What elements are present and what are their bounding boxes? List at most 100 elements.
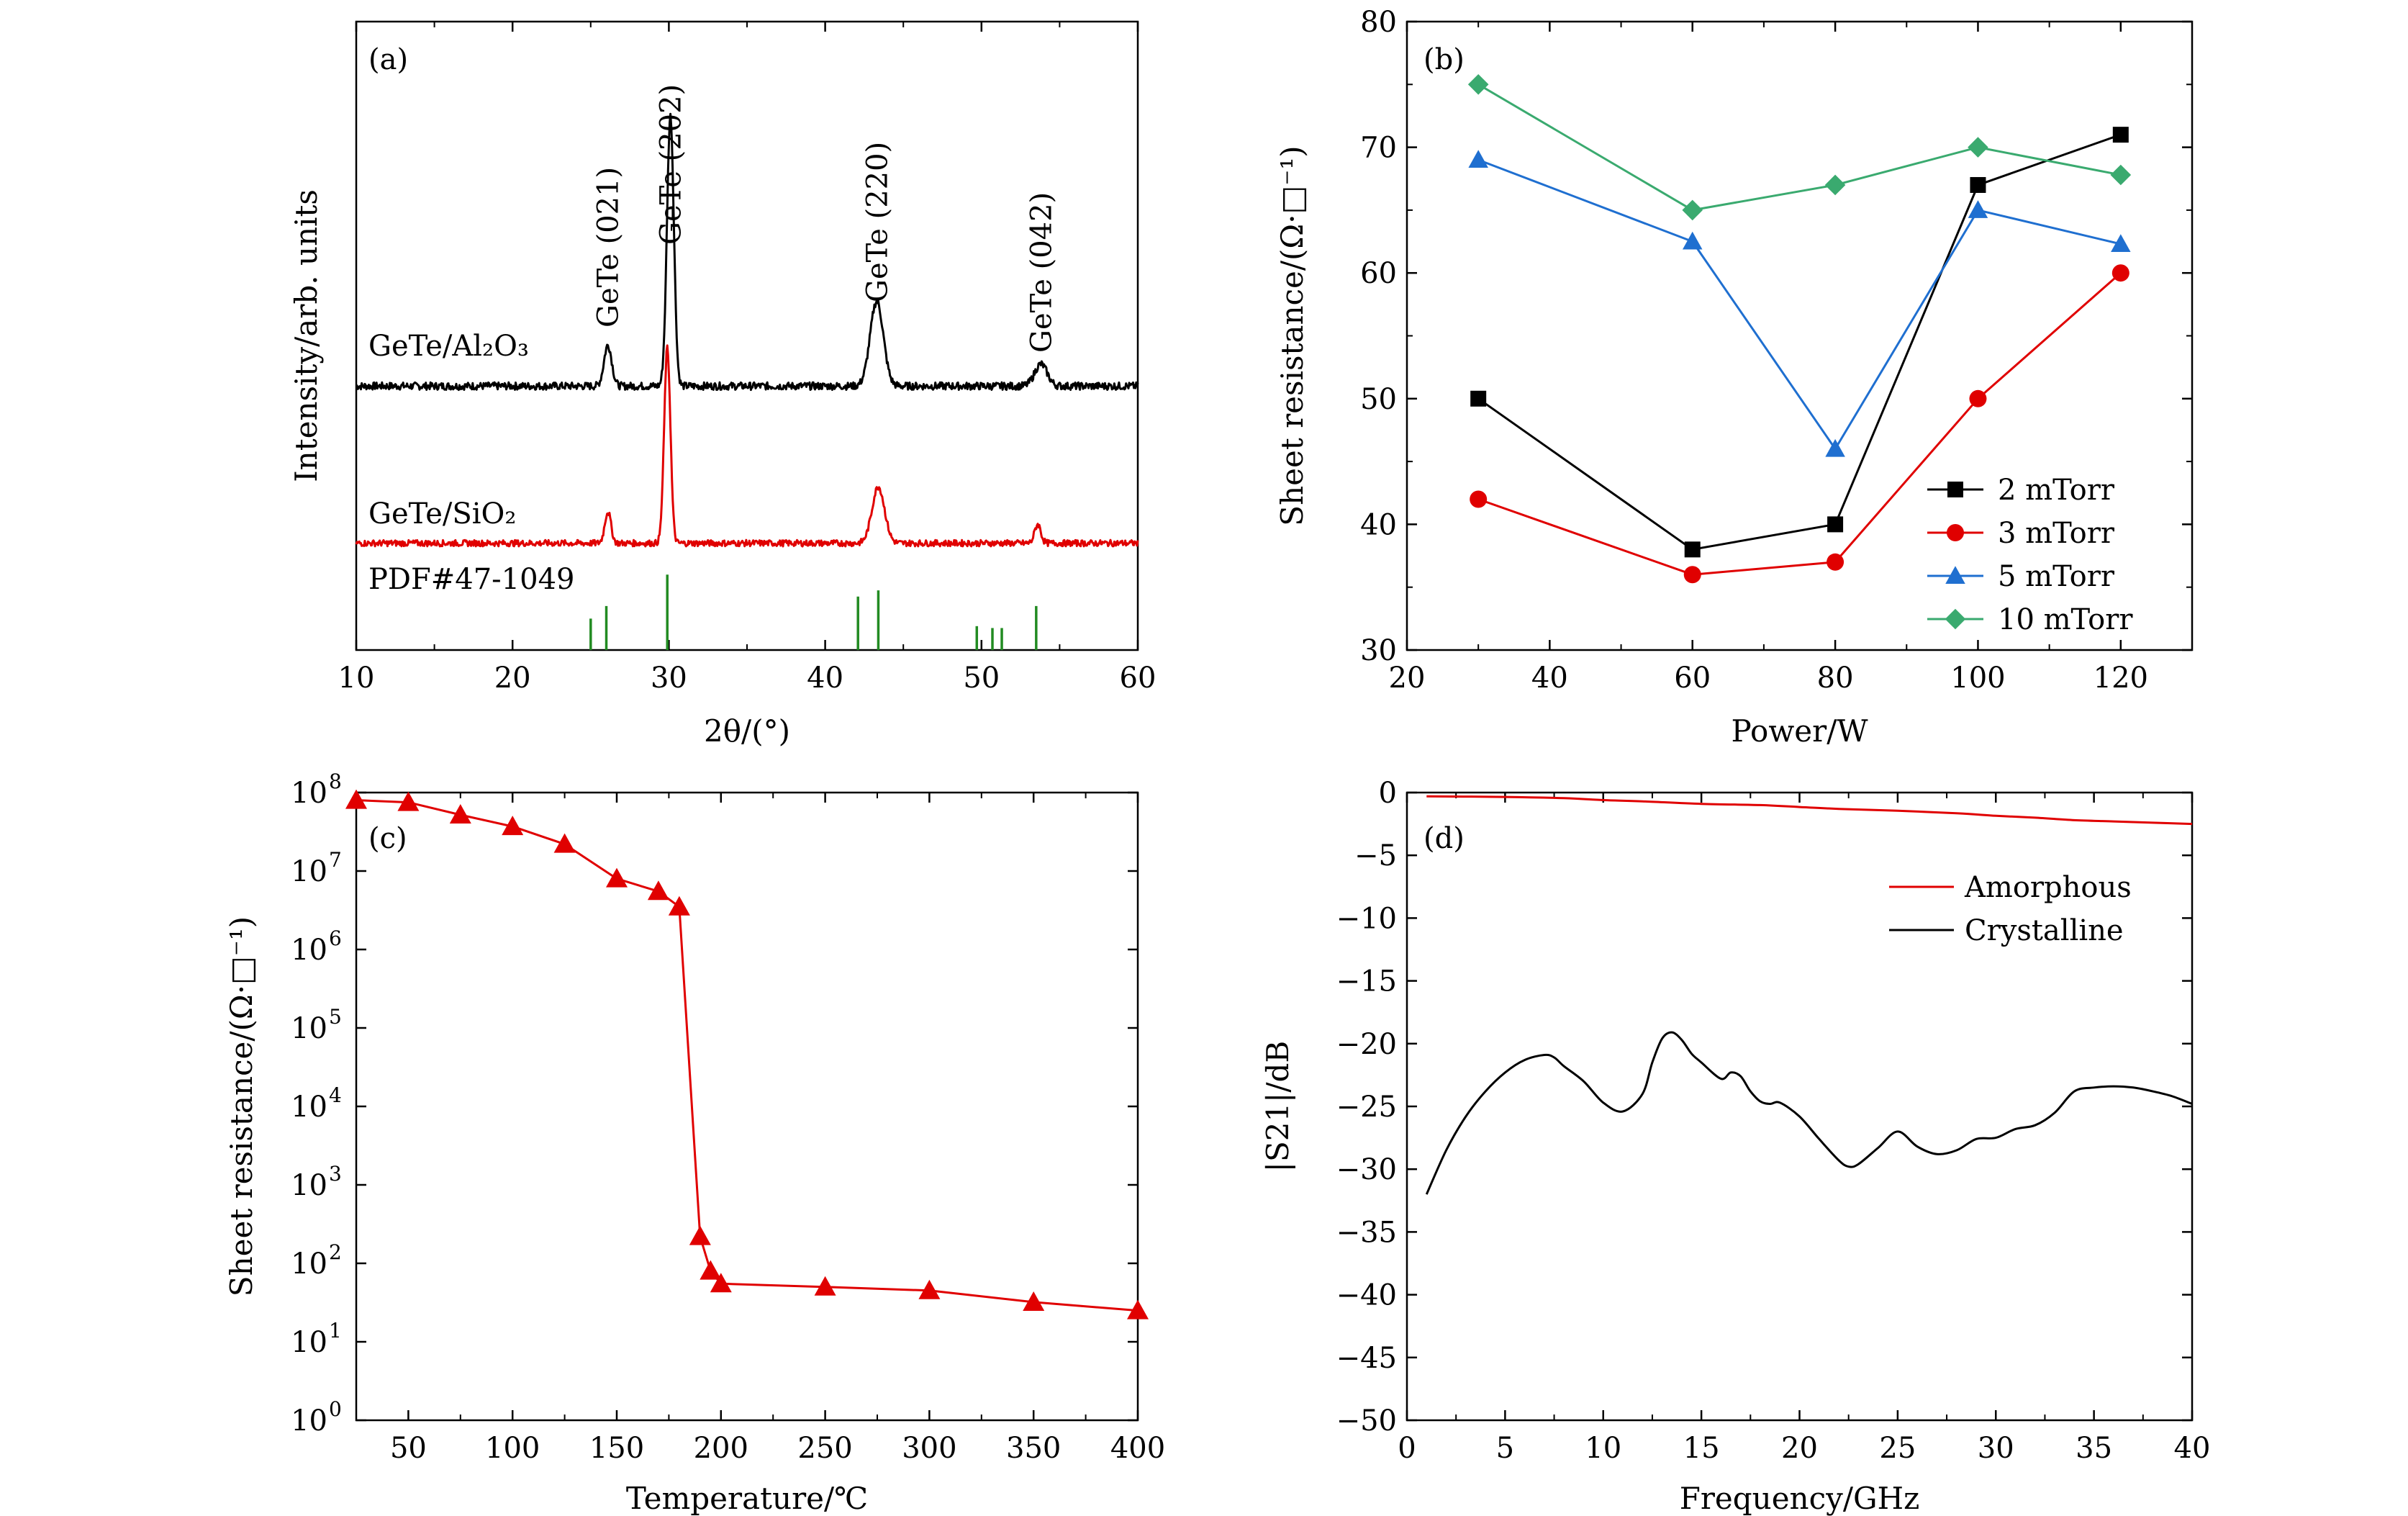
panel-c-ytick-exp: 7 bbox=[329, 848, 342, 872]
panel-b-xtick-label: 60 bbox=[1674, 662, 1711, 695]
panel-b-legend-label: 3 mTorr bbox=[1998, 517, 2115, 550]
panel-a-xrd-chart: 10 20 30 40 50 60 PDF#47-1049 GeTe/Al₂O₃ GeTe/Si… bbox=[289, 20, 1157, 749]
panel-d-xlabel: Frequency/GHz bbox=[1680, 1481, 1920, 1516]
panel-a-xlabel: 2θ/(°) bbox=[704, 713, 790, 749]
panel-d-series-0 bbox=[1426, 795, 2193, 826]
panel-a-series-0 bbox=[356, 112, 1139, 392]
panel-b-point bbox=[1470, 490, 1488, 508]
panel-c-xtick-label: 300 bbox=[902, 1432, 956, 1465]
panel-b-point bbox=[2111, 234, 2131, 253]
panel-a-peak-annotation: GeTe (220) bbox=[861, 142, 894, 302]
panel-c-point bbox=[918, 1279, 941, 1299]
panel-b-point bbox=[2110, 164, 2132, 186]
panel-a-xtick-label: 40 bbox=[807, 662, 843, 695]
panel-a-series-label: GeTe/Al₂O₃ bbox=[368, 330, 529, 363]
panel-d-ytick-label: −35 bbox=[1336, 1216, 1397, 1249]
panel-b-point bbox=[1827, 516, 1844, 533]
panel-a-xtick-label: 10 bbox=[338, 662, 375, 695]
panel-c-ytick-exp: 1 bbox=[329, 1319, 342, 1343]
panel-c-point bbox=[345, 789, 367, 809]
panel-b-xtick-label: 100 bbox=[1950, 662, 2005, 695]
panel-b-power-chart: 20 40 60 80 100 120 30 40 50 60 70 80 2 mTorr 3 mTorr… bbox=[1275, 6, 2194, 749]
panel-c-xtick-label: 50 bbox=[390, 1432, 427, 1465]
panel-c-point bbox=[1127, 1299, 1149, 1319]
panel-c-xtick-label: 100 bbox=[485, 1432, 540, 1465]
panel-b-legend-marker bbox=[1945, 566, 1965, 584]
panel-b-point bbox=[1968, 137, 1988, 158]
panel-c-ytick-exp: 2 bbox=[329, 1240, 342, 1264]
panel-b-point bbox=[1467, 74, 1489, 95]
panel-c-point bbox=[449, 803, 471, 824]
panel-d-xtick-label: 20 bbox=[1781, 1432, 1818, 1465]
panel-c-point bbox=[814, 1276, 836, 1296]
panel-d-xtick-label: 25 bbox=[1879, 1432, 1916, 1465]
panel-b-point bbox=[1827, 553, 1845, 571]
panel-b-point bbox=[1825, 438, 1845, 457]
panel-c-frame bbox=[355, 791, 1139, 1422]
panel-b-point bbox=[1470, 390, 1487, 407]
panel-c-point bbox=[397, 791, 420, 811]
panel-b-xtick-label: 80 bbox=[1817, 662, 1854, 695]
panel-b-ytick-label: 80 bbox=[1360, 6, 1397, 39]
panel-a-xtick-label: 30 bbox=[651, 662, 687, 695]
panel-a-xtick-label: 60 bbox=[1120, 662, 1157, 695]
panel-b-ytick-label: 50 bbox=[1360, 383, 1397, 416]
panel-c-point bbox=[700, 1260, 722, 1280]
panel-c-point bbox=[710, 1273, 732, 1293]
panel-d-s21-chart: 0 5 10 15 20 25 30 35 40 0 −5 −10 −15 −20 −25 −30 −35 −40… bbox=[1260, 777, 2210, 1516]
panel-b-point bbox=[2112, 127, 2129, 143]
panel-b-legend-marker bbox=[1945, 608, 1966, 630]
panel-d-xtick-label: 35 bbox=[2076, 1432, 2112, 1465]
panel-d-xtick-label: 5 bbox=[1496, 1432, 1514, 1465]
panel-c-xtick-label: 400 bbox=[1110, 1432, 1165, 1465]
panel-c-ytick-exp: 5 bbox=[329, 1005, 342, 1029]
panel-c-ytick-exp: 3 bbox=[329, 1162, 342, 1186]
panel-d-ylabel: |S21|/dB bbox=[1260, 1041, 1295, 1172]
panel-a-peak-annotation: GeTe (042) bbox=[1025, 192, 1058, 353]
panel-b-point bbox=[1968, 200, 1988, 218]
panel-c-series-line bbox=[356, 799, 1139, 1312]
panel-c-ytick-base: 10 bbox=[291, 1169, 327, 1202]
panel-a-xtick-label: 50 bbox=[963, 662, 1000, 695]
panel-c-xtick-label: 200 bbox=[694, 1432, 748, 1465]
panel-d-ytick-label: −25 bbox=[1336, 1091, 1397, 1124]
panel-c-ytick-base: 10 bbox=[291, 934, 327, 967]
panel-c-ytick-exp: 8 bbox=[329, 770, 342, 793]
panel-c-point bbox=[689, 1225, 711, 1245]
panel-a-peak-annotation: GeTe (021) bbox=[592, 167, 625, 328]
panel-b-series-line-2 bbox=[1477, 158, 2122, 451]
panel-c-ytick-base: 10 bbox=[291, 1091, 327, 1124]
panel-a-peak-annotation: GeTe (202) bbox=[655, 84, 688, 245]
panel-b-xtick-label: 120 bbox=[2094, 662, 2148, 695]
panel-a-series-1 bbox=[355, 344, 1139, 548]
panel-a-ylabel: Intensity/arb. units bbox=[289, 189, 324, 482]
panel-b-series-line-3 bbox=[1477, 84, 2122, 212]
panel-b-point bbox=[1468, 150, 1488, 168]
panel-b-ytick-label: 30 bbox=[1360, 634, 1397, 667]
panel-b-point bbox=[1824, 174, 1846, 196]
panel-c-ytick-exp: 0 bbox=[329, 1397, 342, 1421]
panel-c-ytick-base: 10 bbox=[291, 855, 327, 888]
panel-d-legend-label: Amorphous bbox=[1964, 871, 2132, 904]
panel-c-ytick-base: 10 bbox=[291, 777, 327, 810]
panel-c-xtick-label: 250 bbox=[797, 1432, 852, 1465]
panel-d-legend-label: Crystalline bbox=[1965, 914, 2124, 947]
panel-d-ytick-label: 0 bbox=[1379, 777, 1397, 810]
panel-d-ytick-label: −10 bbox=[1336, 902, 1397, 935]
panel-b-legend-marker bbox=[1947, 524, 1964, 541]
panel-c-ytick-base: 10 bbox=[291, 1326, 327, 1359]
panel-b-point bbox=[1684, 541, 1701, 558]
panel-b-point bbox=[1682, 199, 1703, 221]
panel-d-ytick-label: −50 bbox=[1336, 1404, 1397, 1438]
panel-d-xtick-label: 40 bbox=[2174, 1432, 2211, 1465]
panel-b-xlabel: Power/W bbox=[1731, 713, 1868, 749]
panel-c-ytick-base: 10 bbox=[291, 1012, 327, 1045]
panel-d-xtick-label: 10 bbox=[1585, 1432, 1621, 1465]
panel-b-ytick-label: 70 bbox=[1360, 132, 1397, 165]
panel-b-ytick-label: 40 bbox=[1360, 508, 1397, 541]
panel-d-xtick-label: 15 bbox=[1683, 1432, 1720, 1465]
panel-c-point bbox=[606, 867, 628, 888]
panel-b-frame bbox=[1406, 20, 2194, 651]
